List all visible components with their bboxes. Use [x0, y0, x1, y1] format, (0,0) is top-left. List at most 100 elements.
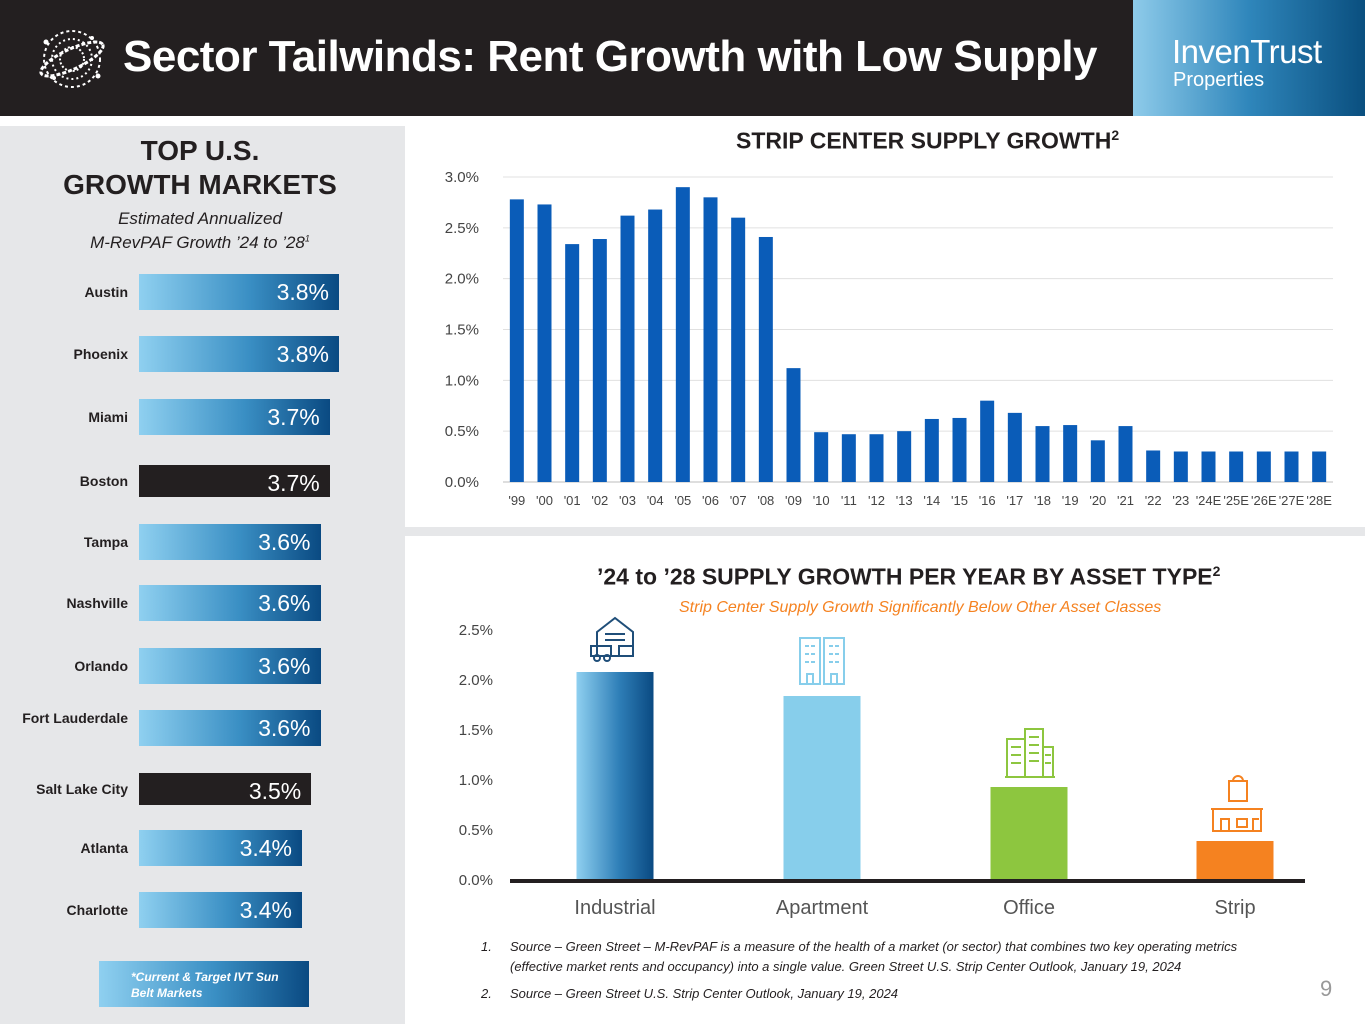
market-value: 3.6%: [258, 653, 311, 679]
bar: [1173, 451, 1188, 482]
sun-belt-note-text: *Current & Target IVT Sun Belt Markets: [131, 970, 279, 1000]
bar: [1196, 841, 1274, 880]
sun-belt-note-box: *Current & Target IVT Sun Belt Markets: [99, 961, 309, 1007]
y-tick-label: 2.5%: [459, 622, 493, 639]
x-tick-label: '26E: [1251, 493, 1277, 508]
bar: [897, 431, 912, 482]
asset-type-supply-chart: 0.0% 0.5% 1.0% 1.5% 2.0% 2.5% Industrial Apartm…: [459, 616, 1305, 919]
market-label: Charlotte: [66, 902, 128, 918]
panel-subtitle-sup: 1: [304, 233, 310, 244]
market-bar: 3.8%: [139, 336, 339, 372]
bar: [1063, 425, 1078, 482]
market-bar: 3.4%: [139, 830, 302, 866]
x-tick-label: '20: [1089, 493, 1106, 508]
market-value: 3.6%: [258, 715, 311, 741]
x-tick-label: '02: [591, 493, 608, 508]
market-label: Atlanta: [80, 840, 128, 856]
bar: [980, 400, 995, 482]
footnote-1-text: Source – Green Street – M-RevPAF is a me…: [510, 939, 1238, 974]
x-tick-label: '13: [896, 493, 913, 508]
market-bar: 3.7%: [139, 465, 330, 497]
market-bar: 3.6%: [139, 524, 321, 560]
bar: [592, 239, 607, 482]
x-tick-label: '27E: [1279, 493, 1305, 508]
bar: [1146, 450, 1161, 482]
market-value: 3.6%: [258, 529, 311, 555]
x-tick-label: '01: [564, 493, 581, 508]
bar: [509, 199, 524, 482]
bar: [703, 197, 718, 483]
panel-title-line1: TOP U.S.: [140, 135, 260, 166]
footnote-2-text: Source – Green Street U.S. Strip Center …: [510, 986, 899, 1001]
brand-box: [1133, 0, 1365, 116]
apartment-icon: [799, 637, 845, 685]
bar: [786, 368, 801, 482]
x-tick-label: '23: [1172, 493, 1189, 508]
market-label: Salt Lake City: [36, 781, 128, 797]
market-label: Tampa: [83, 534, 128, 550]
bar: [814, 432, 829, 482]
market-label: Austin: [84, 284, 128, 300]
panel-subtitle-line2: M-RevPAF Growth ’24 to ’281: [0, 233, 400, 253]
bar: [1090, 440, 1105, 482]
x-tick-label: '12: [868, 493, 885, 508]
bar: [537, 204, 552, 482]
y-tick-label: 0.0%: [459, 872, 493, 889]
market-bar: 3.5%: [139, 773, 312, 805]
market-bar: 3.6%: [139, 585, 321, 621]
brand-logo-sub: Properties: [1173, 69, 1265, 91]
x-tick-label: '09: [785, 493, 802, 508]
x-tick-label: Office: [1003, 897, 1055, 919]
y-tick-label: 0.0%: [445, 474, 479, 491]
y-tick-label: 0.5%: [445, 423, 479, 440]
bar: [620, 215, 635, 482]
bar: [731, 217, 746, 482]
market-value: 3.6%: [258, 590, 311, 616]
bar: [1312, 451, 1327, 482]
x-tick-label: '05: [674, 493, 691, 508]
strip-center-supply-chart: 0.0% 0.5% 1.0% 1.5% 2.0% 2.5% 3.0% '99 '00 '01 '02…: [445, 169, 1333, 508]
x-tick-label: '03: [619, 493, 636, 508]
x-tick-label: '10: [813, 493, 830, 508]
market-label: Phoenix: [73, 346, 128, 362]
footnote-1-number: 1.: [481, 939, 492, 954]
y-tick-label: 3.0%: [445, 169, 479, 186]
globe-logo-icon: [39, 30, 105, 88]
market-value: 3.7%: [267, 470, 320, 496]
x-tick-label: '11: [841, 493, 857, 508]
x-tick-label: '24E: [1196, 493, 1222, 508]
supply-chart-title-sup: 2: [1111, 127, 1120, 143]
market-value: 3.4%: [239, 835, 292, 861]
x-tick-label: '16: [979, 493, 996, 508]
office-icon: [1005, 728, 1055, 778]
bar: [675, 187, 690, 482]
bar: [648, 209, 663, 482]
y-tick-label: 2.5%: [445, 220, 479, 237]
top-growth-markets-panel: [0, 126, 405, 1024]
asset-type-chart-title-text: ’24 to ’28 SUPPLY GROWTH PER YEAR BY ASS…: [597, 563, 1213, 590]
footnote-2-number: 2.: [481, 986, 492, 1001]
bar: [1256, 451, 1271, 482]
x-tick-label: Strip: [1214, 897, 1255, 919]
x-tick-label: Apartment: [776, 897, 869, 919]
market-bar: 3.4%: [139, 892, 302, 928]
market-label: Miami: [88, 409, 128, 425]
panel-subtitle-text: M-RevPAF Growth ’24 to ’28: [90, 233, 305, 252]
bar: [924, 418, 939, 482]
x-tick-label: '25E: [1223, 493, 1249, 508]
asset-type-chart-title: ’24 to ’28 SUPPLY GROWTH PER YEAR BY ASS…: [597, 563, 1220, 591]
y-tick-label: 0.5%: [459, 822, 493, 839]
x-tick-label: '07: [730, 493, 747, 508]
brand-logo-name: InvenTrust: [1172, 33, 1322, 70]
x-tick-label: '28E: [1306, 493, 1332, 508]
market-label: Nashville: [66, 595, 128, 611]
bar: [565, 244, 580, 482]
section-divider: [405, 527, 1365, 536]
asset-type-chart-subtitle: Strip Center Supply Growth Significantly…: [679, 599, 1162, 616]
market-value: 3.8%: [276, 341, 329, 367]
bar: [869, 434, 884, 482]
x-tick-label: '99: [508, 493, 525, 508]
market-label: Orlando: [74, 658, 128, 674]
y-tick-label: 1.5%: [459, 722, 493, 739]
asset-type-chart-title-sup: 2: [1212, 563, 1221, 579]
